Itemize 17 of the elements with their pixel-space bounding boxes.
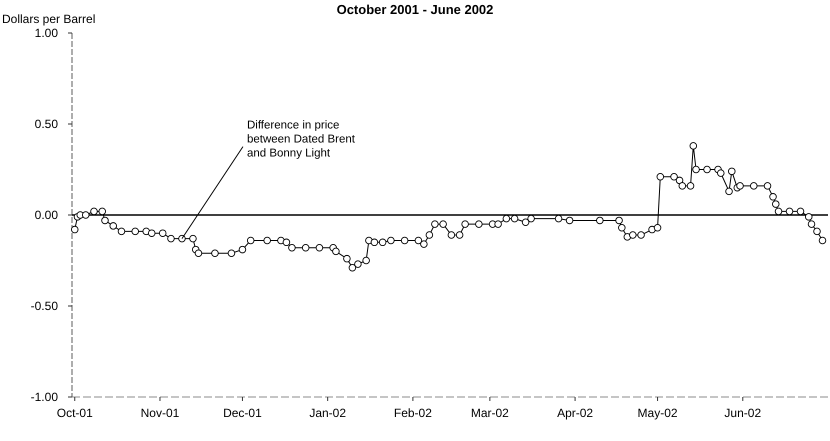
annotation: Difference in price between Dated Brent and Bonny Light xyxy=(246,120,356,160)
y-tick-label: 1.00 xyxy=(34,26,58,40)
y-axis-title: Dollars per Barrel xyxy=(2,12,96,26)
x-tick-label: Oct-01 xyxy=(56,406,94,420)
x-tick-label: Feb-02 xyxy=(394,406,432,420)
y-tick-label: -0.50 xyxy=(30,299,58,314)
x-tick-label: Jan-02 xyxy=(309,406,346,420)
chart-title: October 2001 - June 2002 xyxy=(336,2,494,17)
x-tick-label: May-02 xyxy=(638,406,678,420)
x-tick-label: Dec-01 xyxy=(223,406,262,420)
y-tick-label: 0.50 xyxy=(34,117,58,132)
x-tick-label: Jun-02 xyxy=(724,406,762,420)
y-tick-label: 0.00 xyxy=(34,208,58,222)
y-tick-label: -1.00 xyxy=(30,390,58,404)
x-tick-label: Apr-02 xyxy=(557,406,594,420)
x-tick-label: Mar-02 xyxy=(470,406,510,420)
x-tick-label: Nov-01 xyxy=(140,406,180,420)
